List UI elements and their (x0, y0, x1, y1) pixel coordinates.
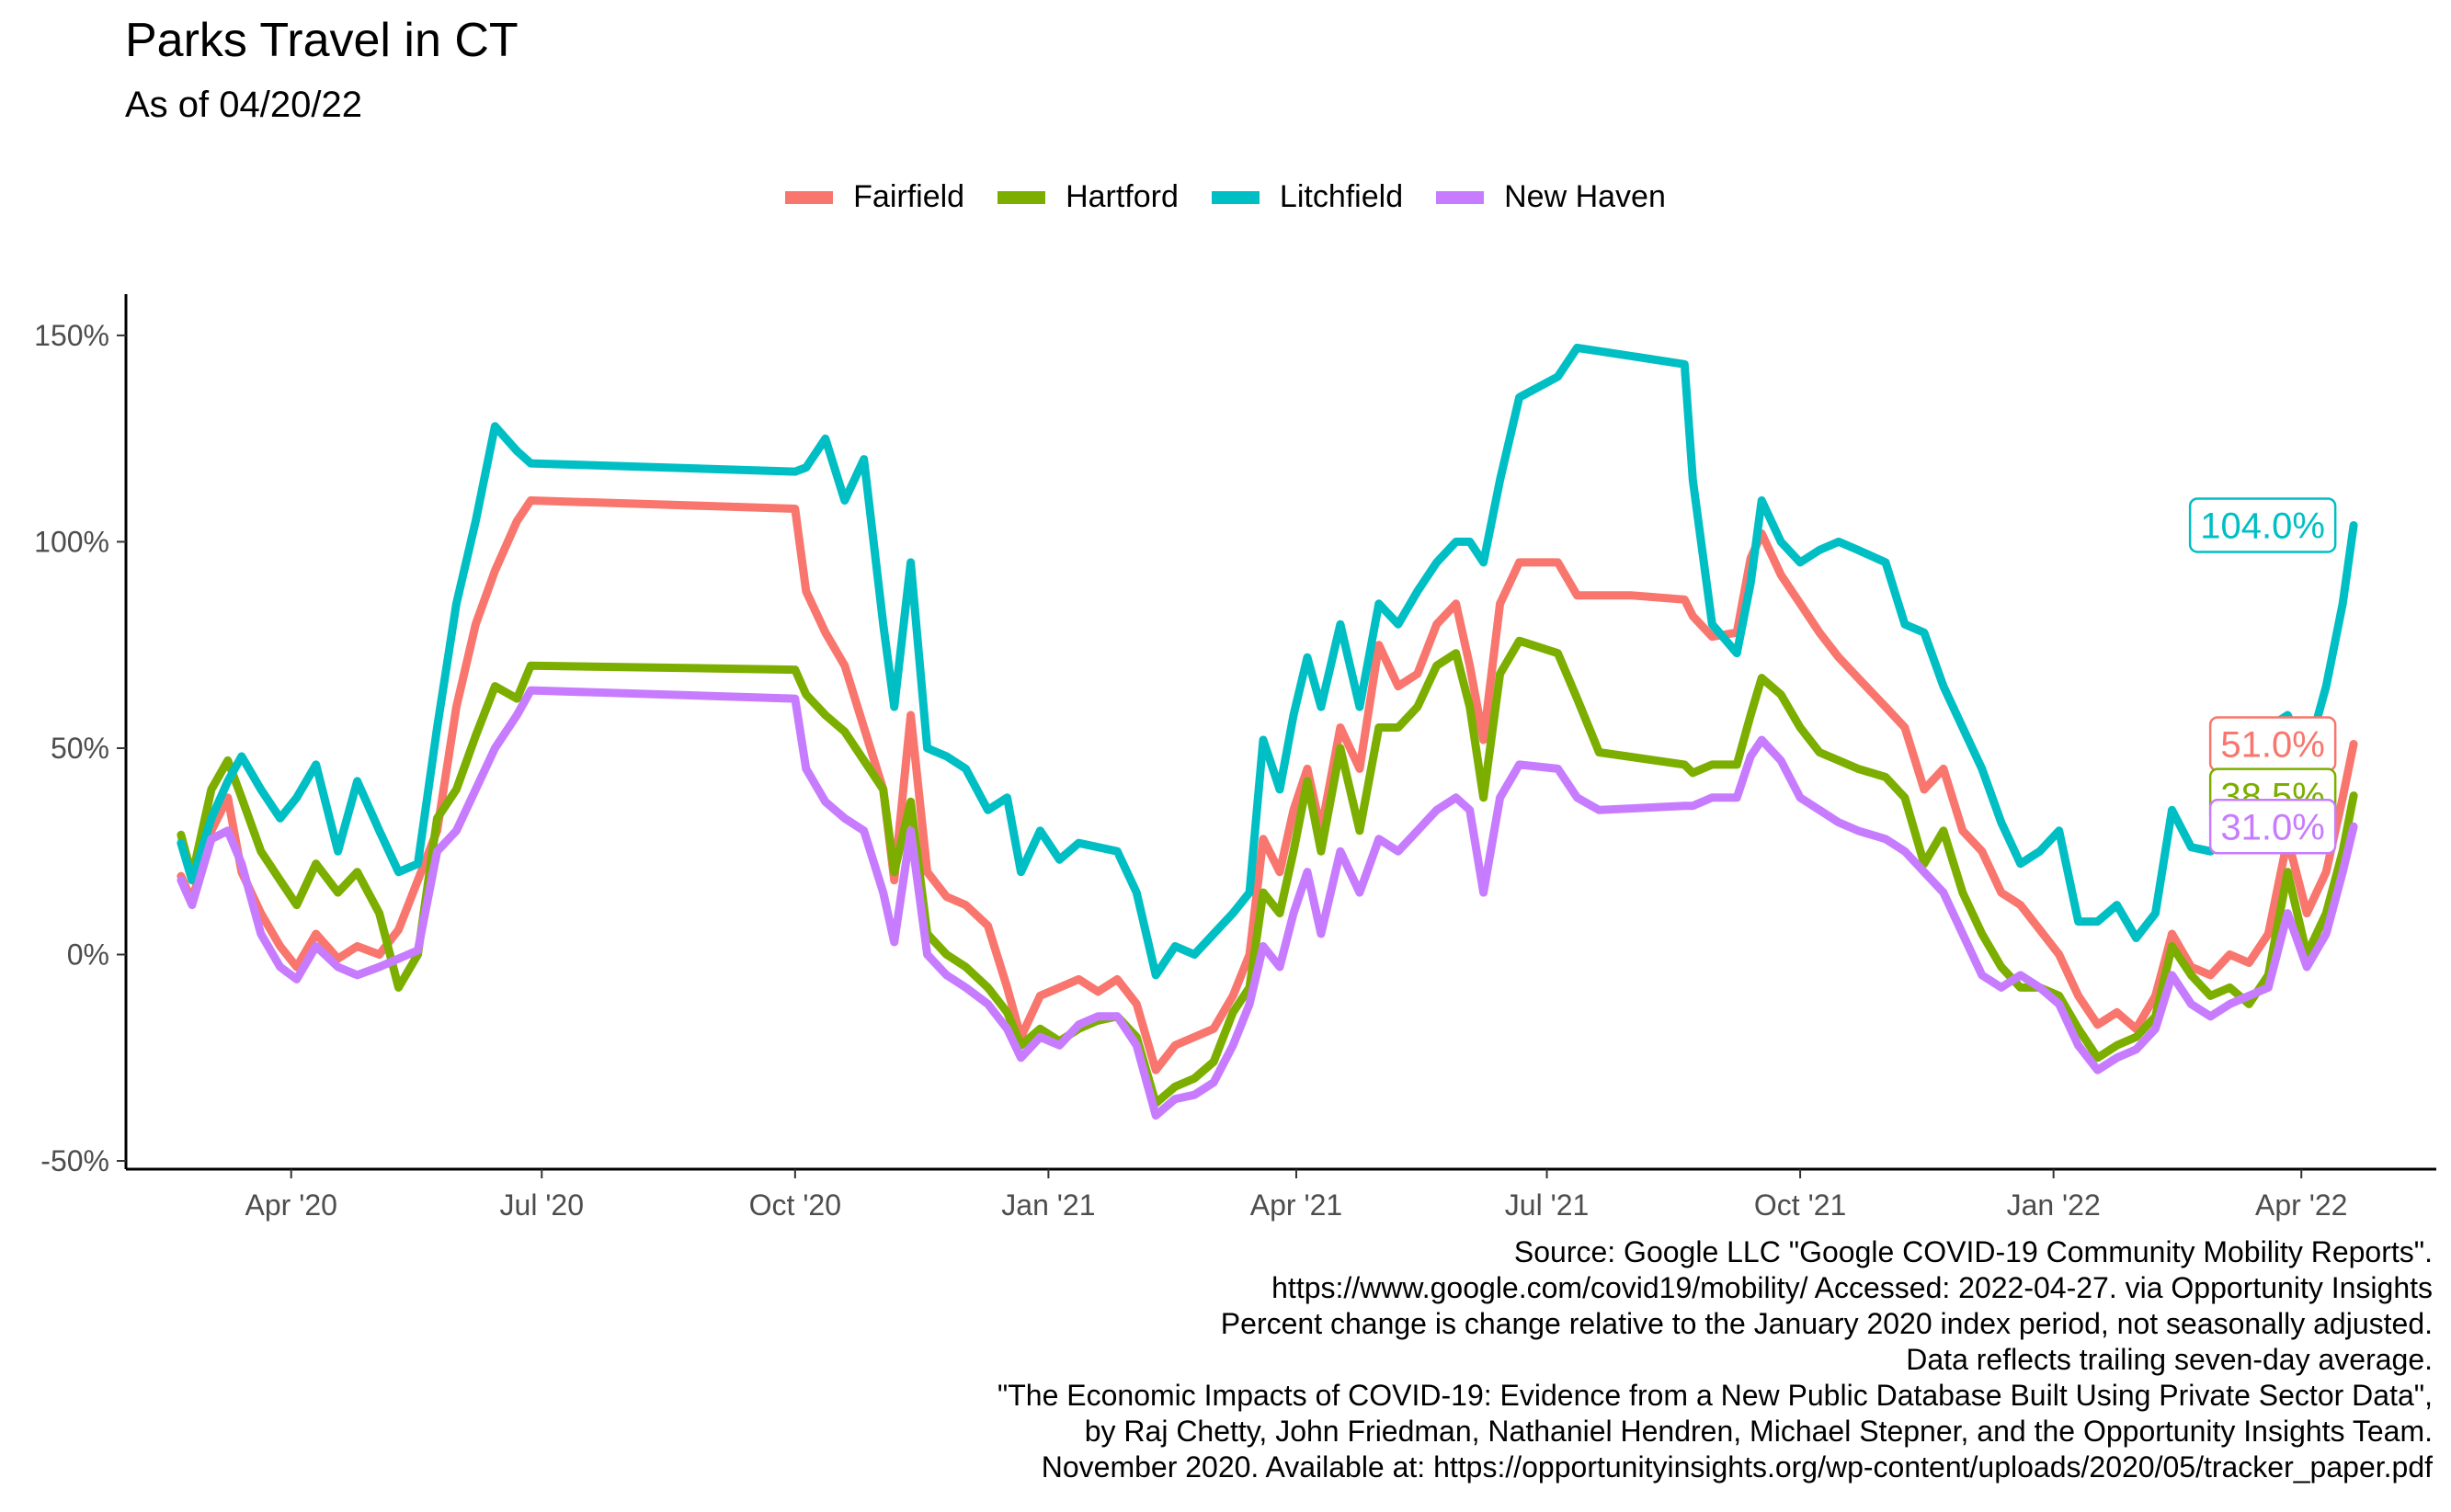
legend-item-hartford: Hartford (998, 179, 1179, 215)
end-label-fairfield: 51.0% (2220, 724, 2324, 765)
x-tick-label: Jan '22 (2007, 1188, 2101, 1222)
legend-key-litchfield (1211, 190, 1260, 204)
caption-line: https://www.google.com/covid19/mobility/… (1271, 1271, 2433, 1304)
caption-line: "The Economic Impacts of COVID-19: Evide… (997, 1379, 2433, 1412)
x-tick-label: Apr '21 (1250, 1188, 1342, 1222)
legend-item-new-haven: New Haven (1436, 179, 1666, 215)
line-chart: -50% 0% 50% 100% 150% Apr '20 Jul '20 Oct '20 Ja… (34, 294, 2436, 1222)
end-label-new-haven: 31.0% (2220, 807, 2324, 847)
chart-subtitle: As of 04/20/22 (125, 85, 362, 125)
legend-label: Fairfield (853, 179, 965, 214)
x-tick-label: Jul '20 (500, 1188, 585, 1222)
x-tick-label: Oct '21 (1754, 1188, 1846, 1222)
y-tick-label: 150% (34, 319, 109, 352)
legend-key-hartford (998, 190, 1046, 204)
end-label-box-new-haven (2208, 799, 2337, 855)
legend-label: Hartford (1066, 179, 1179, 214)
x-tick-label: Jul '21 (1505, 1188, 1590, 1222)
legend-label: Litchfield (1279, 179, 1404, 214)
y-tick-label: -50% (40, 1144, 109, 1177)
legend-key-new-haven (1436, 190, 1485, 204)
end-label-litchfield: 104.0% (2200, 506, 2325, 546)
chart-caption: Source: Google LLC "Google COVID-19 Comm… (998, 1234, 2433, 1485)
legend-item-litchfield: Litchfield (1211, 179, 1404, 215)
x-tick-label: Apr '22 (2255, 1188, 2347, 1222)
caption-line: by Raj Chetty, John Friedman, Nathaniel … (1084, 1415, 2433, 1448)
y-tick-label: 100% (34, 525, 109, 558)
legend-label: New Haven (1504, 179, 1666, 214)
caption-line: Source: Google LLC "Google COVID-19 Comm… (1513, 1235, 2433, 1268)
caption-line: Data reflects trailing seven-day average… (1906, 1343, 2433, 1376)
series-line-litchfield (177, 343, 2358, 980)
end-label-box-litchfield (2188, 497, 2337, 553)
y-tick-label: 0% (67, 938, 109, 971)
chart-title: Parks Travel in CT (125, 14, 519, 67)
series-line-hartford (177, 636, 2358, 1108)
x-tick-label: Apr '20 (245, 1188, 337, 1222)
caption-line: November 2020. Available at: https://opp… (1041, 1450, 2433, 1484)
legend-key-fairfield (785, 190, 834, 204)
caption-line: Percent change is change relative to the… (1220, 1307, 2433, 1340)
y-tick-label: 50% (51, 732, 109, 765)
legend-item-fairfield: Fairfield (785, 179, 964, 215)
chart-legend: Fairfield Hartford Litchfield New Haven (0, 179, 2451, 215)
series-line-new-haven (177, 686, 2358, 1120)
x-tick-label: Jan '21 (1001, 1188, 1095, 1222)
x-tick-label: Oct '20 (749, 1188, 841, 1222)
